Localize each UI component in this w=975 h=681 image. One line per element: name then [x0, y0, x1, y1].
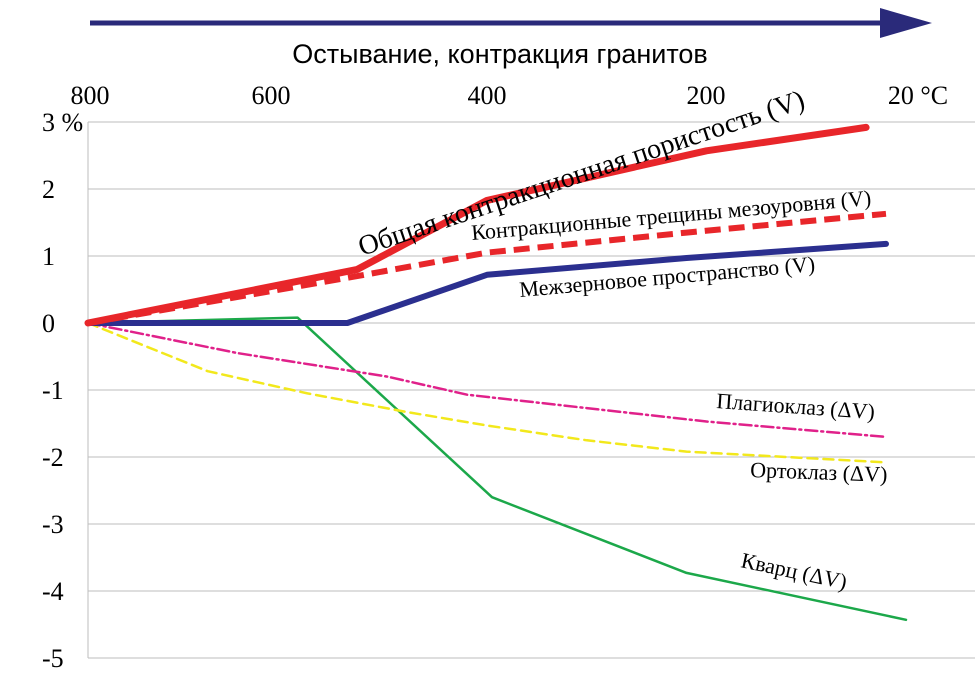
x-tick-label-3: 200 — [687, 81, 726, 110]
arrow-head — [880, 8, 932, 38]
y-tick-label-5: -2 — [42, 443, 64, 472]
x-tick-label-2: 400 — [468, 81, 507, 110]
series-label-plagioclase: Плагиоклаз (ΔV) — [716, 388, 876, 424]
y-tick-labels: 3 % 2 1 0 -1 -2 -3 -4 -5 — [42, 108, 83, 673]
series-line-orthoclase — [86, 321, 888, 464]
x-tick-label-4: 20 °C — [888, 81, 948, 110]
series-line-mesolevel — [87, 210, 887, 326]
cooling-arrow — [90, 8, 932, 38]
series-line-intergranular — [85, 240, 889, 326]
series-line-quartz — [86, 316, 908, 622]
y-tick-label-8: -5 — [42, 644, 64, 673]
series-lines — [84, 123, 908, 622]
y-tick-label-0: 3 % — [42, 108, 83, 137]
y-tick-label-6: -3 — [42, 510, 64, 539]
x-tick-labels: 800 600 400 200 20 °C — [71, 81, 949, 110]
series-label-total: Общая контракционная пористость (V) — [354, 85, 808, 263]
series-line-plagioclase — [86, 321, 888, 439]
x-tick-label-0: 800 — [71, 81, 110, 110]
series-labels: Общая контракционная пористость (V) Конт… — [354, 85, 887, 595]
chart-title: Остывание, контракция гранитов — [292, 39, 708, 69]
y-tick-label-7: -4 — [42, 577, 64, 606]
y-tick-label-3: 0 — [42, 309, 55, 338]
x-tick-label-1: 600 — [252, 81, 291, 110]
y-tick-label-1: 2 — [42, 175, 55, 204]
y-tick-label-2: 1 — [42, 242, 55, 271]
y-tick-label-4: -1 — [42, 376, 64, 405]
series-line-total — [84, 123, 870, 327]
series-label-orthoclase: Ортоклаз (ΔV) — [750, 457, 888, 487]
